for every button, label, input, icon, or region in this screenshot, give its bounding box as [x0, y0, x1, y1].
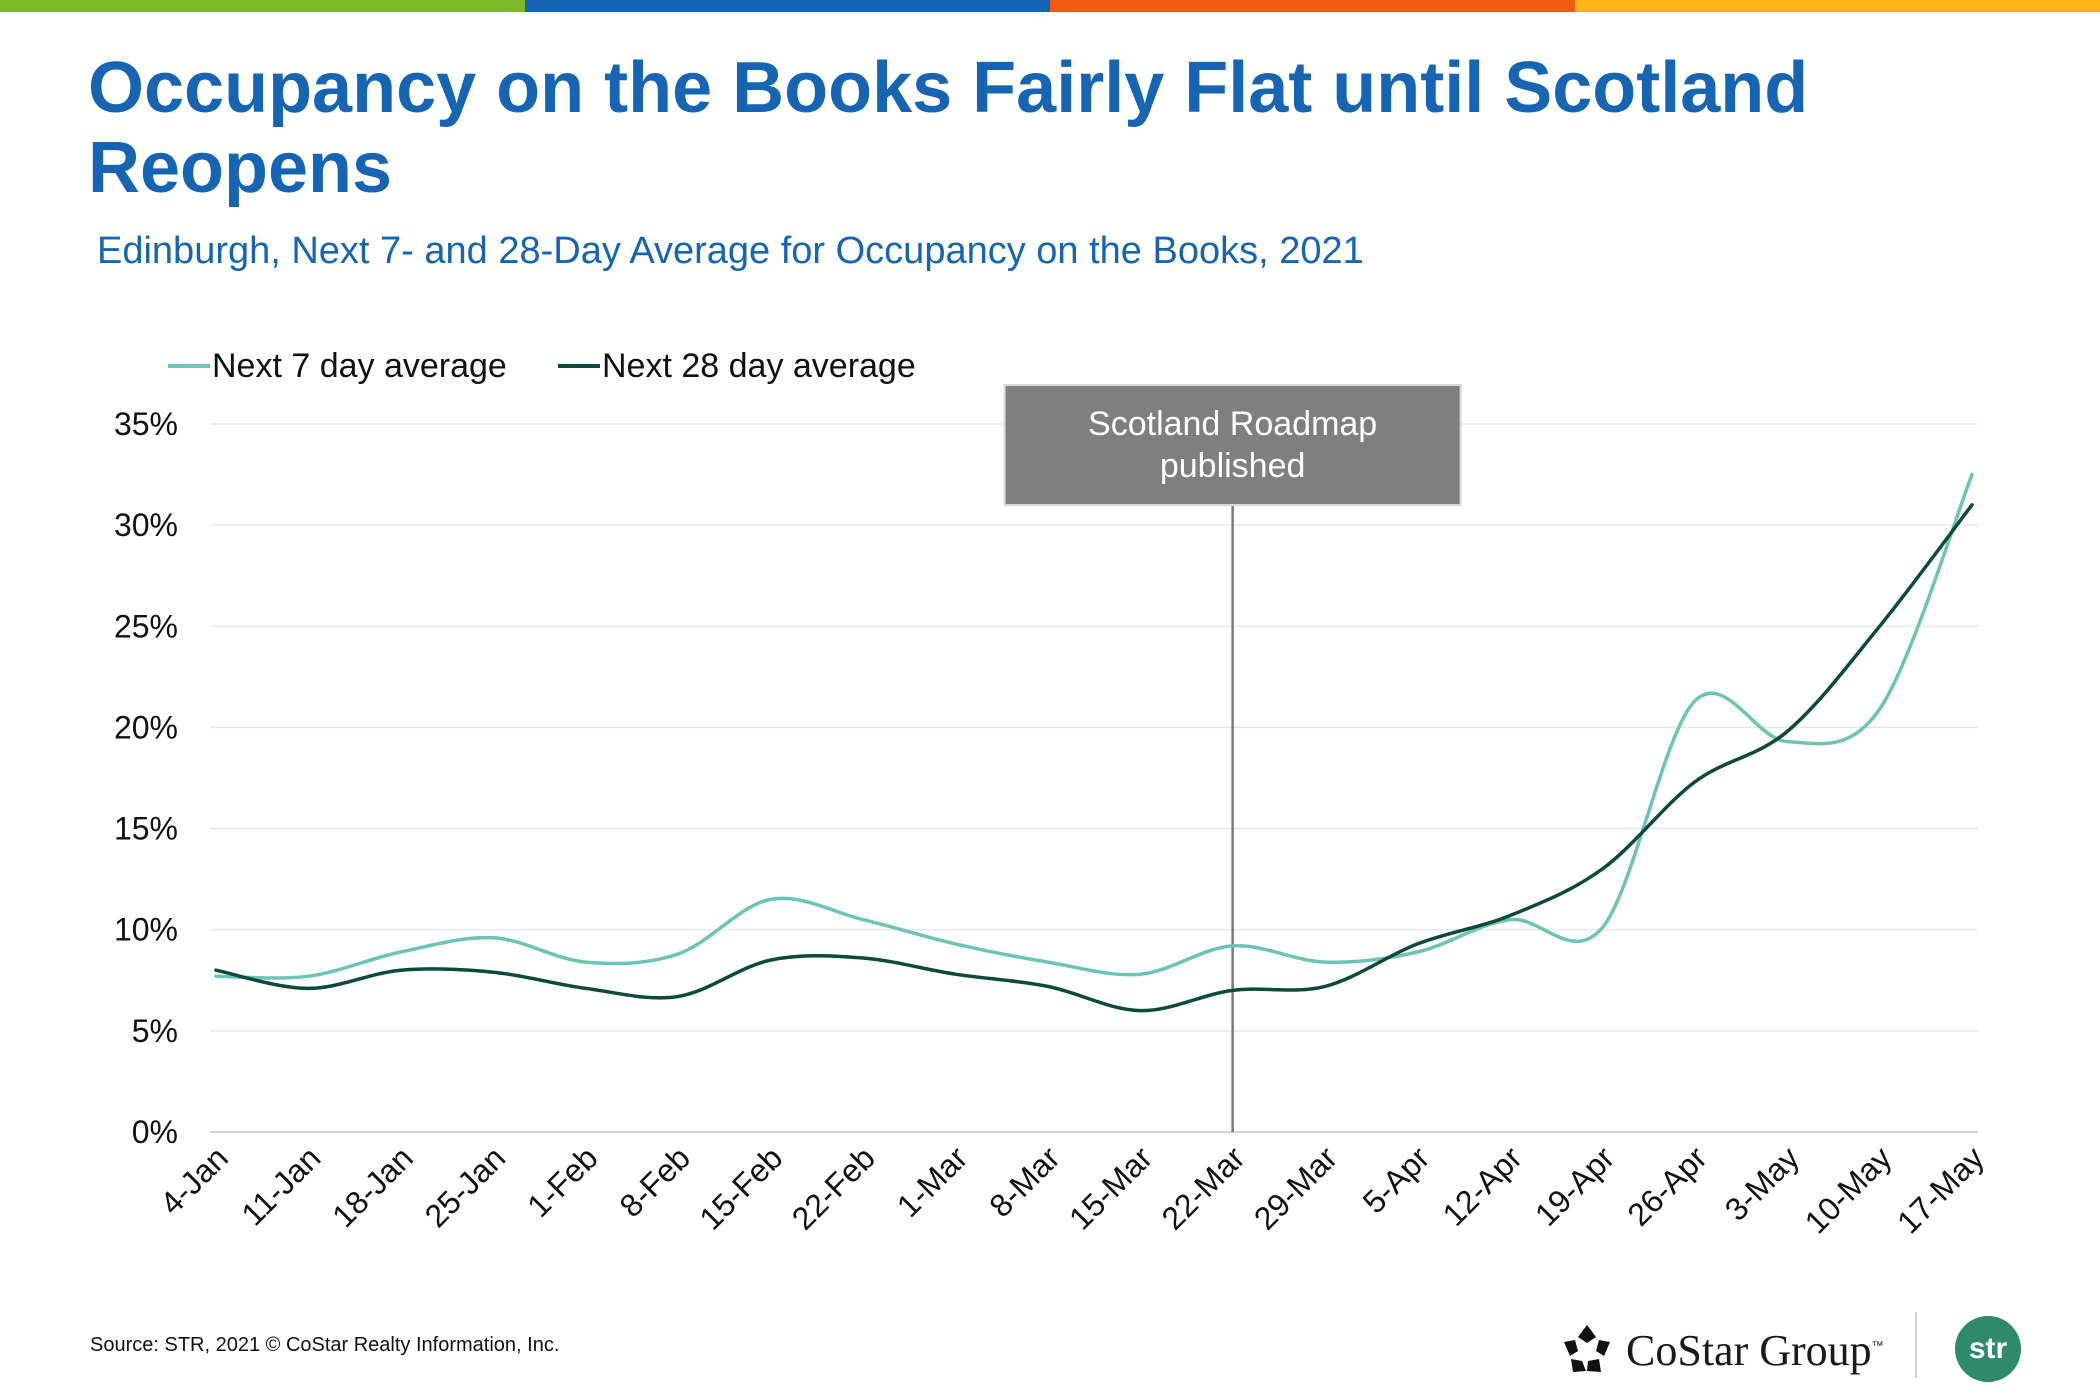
y-tick-label: 20% — [114, 709, 178, 745]
roadmap-annotation-box — [1003, 384, 1462, 506]
roadmap-annotation-text: published — [1160, 447, 1306, 485]
y-tick-label: 35% — [114, 406, 178, 442]
x-tick-label: 18-Jan — [325, 1139, 420, 1234]
chart-series — [214, 472, 1974, 1013]
costar-logo: CoStar Group™ — [1560, 1310, 1884, 1390]
x-tick-label: 26-Apr — [1620, 1139, 1714, 1233]
roadmap-annotation: Scotland Roadmap published — [1003, 384, 1462, 1132]
x-tick-label: 8-Mar — [982, 1139, 1067, 1224]
x-tick-label: 15-Mar — [1062, 1139, 1159, 1236]
x-tick-label: 11-Jan — [234, 1139, 327, 1232]
x-tick-label: 29-Mar — [1247, 1139, 1344, 1236]
x-tick-label: 1-Mar — [890, 1139, 975, 1224]
brand-bar-green — [0, 0, 525, 12]
x-tick-label: 8-Feb — [612, 1139, 697, 1224]
costar-logo-text: CoStar Group™ — [1626, 1325, 1884, 1375]
x-tick-label: 19-Apr — [1528, 1139, 1622, 1233]
str-logo-badge: str — [1955, 1316, 2021, 1382]
logo-divider — [1915, 1312, 1917, 1378]
trademark-mark: ™ — [1871, 1337, 1884, 1352]
y-tick-label: 30% — [114, 507, 178, 543]
series-line-next-28-day — [214, 503, 1974, 1013]
x-tick-label: 17-May — [1890, 1139, 1991, 1240]
y-axis-ticks: 0% 5% 10% 15% 20% 25% 30% 35% — [114, 406, 178, 1150]
chart-legend: Next 7 day average Next 28 day average — [168, 347, 916, 385]
brand-color-bar — [0, 0, 2100, 12]
x-tick-label: 22-Feb — [785, 1139, 882, 1236]
brand-bar-yellow — [1575, 0, 2100, 12]
brand-bar-orange — [1050, 0, 1575, 12]
y-tick-label: 0% — [132, 1114, 178, 1150]
legend-label: Next 7 day average — [212, 347, 507, 385]
source-note: Source: STR, 2021 © CoStar Realty Inform… — [90, 1334, 560, 1356]
costar-star-icon — [1564, 1325, 1610, 1372]
x-tick-label: 15-Feb — [692, 1139, 789, 1236]
x-tick-label: 10-May — [1798, 1139, 1899, 1240]
chart-gridlines — [210, 423, 1978, 1133]
legend-label: Next 28 day average — [602, 347, 916, 385]
y-tick-label: 25% — [114, 608, 178, 644]
chart-subtitle: Edinburgh, Next 7- and 28-Day Average fo… — [97, 230, 1364, 272]
brand-bar-blue — [525, 0, 1050, 12]
y-tick-label: 10% — [114, 912, 178, 948]
x-tick-label: 25-Jan — [418, 1139, 513, 1234]
x-tick-label: 12-Apr — [1435, 1139, 1529, 1233]
x-tick-label: 22-Mar — [1154, 1139, 1251, 1236]
roadmap-annotation-text: Scotland Roadmap — [1088, 405, 1377, 443]
x-tick-label: 1-Feb — [520, 1139, 605, 1224]
occupancy-line-chart: 0% 5% 10% 15% 20% 25% 30% 35% 4-Jan 11-Jan18-Jan… — [114, 347, 1991, 1240]
x-tick-label: 4-Jan — [153, 1139, 235, 1221]
x-tick-label: 3-May — [1718, 1139, 1806, 1227]
series-line-next-7-day — [214, 472, 1974, 980]
y-tick-label: 5% — [132, 1013, 178, 1049]
page-title: Occupancy on the Books Fairly Flat until… — [88, 48, 1809, 208]
y-tick-label: 15% — [114, 811, 178, 847]
x-tick-label: 5-Apr — [1356, 1139, 1437, 1220]
